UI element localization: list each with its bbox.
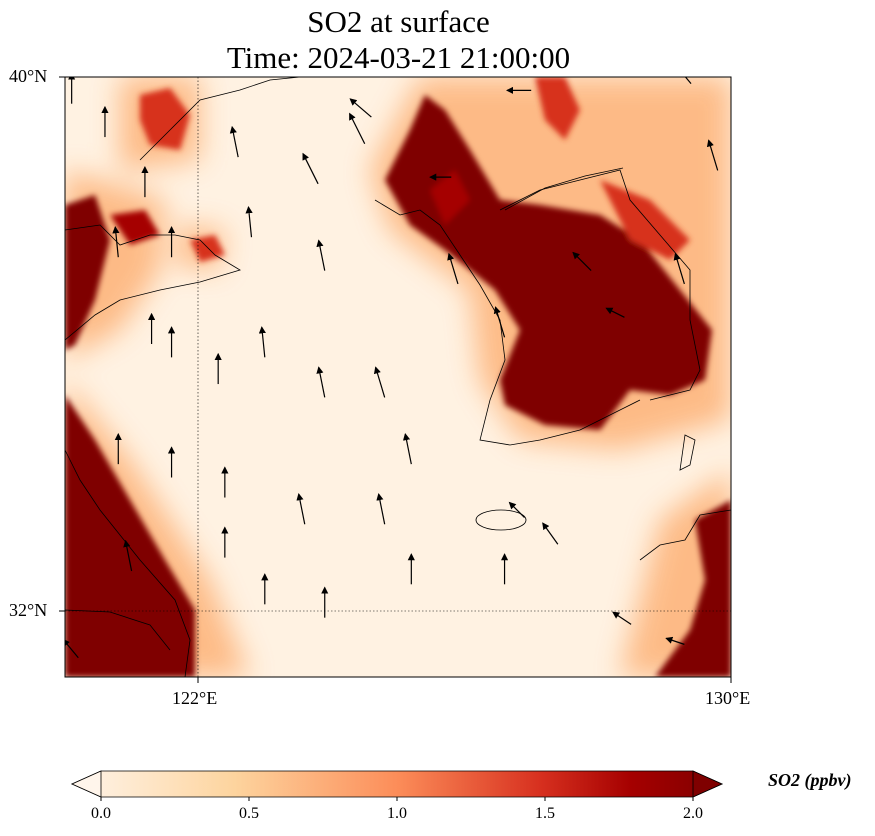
lon-label-122e: 122°E [172,688,218,708]
wind-arrow [349,112,366,145]
lon-label-130e: 130°E [705,688,751,708]
map-frame [64,76,732,678]
wind-arrow [665,636,685,645]
wind-arrow [373,366,386,398]
wind-arrow [349,98,372,118]
wind-arrow [673,252,685,285]
wind-arrow [229,125,239,158]
colorbar-tick: 0.0 [91,805,111,822]
high-so2-regions [65,77,731,677]
lat-label-32n: 32°N [9,600,48,620]
wind-arrow [493,306,506,338]
colorbar [71,770,723,798]
wind-arrow [296,493,306,525]
lat-label-40n: 40°N [9,66,48,86]
colorbar-label: SO2 (ppbv) [768,770,852,790]
so2-field [65,77,731,677]
wind-arrow [706,139,719,171]
wind-arrow [447,252,459,285]
wind-arrow [316,239,326,271]
wind-arrow [316,366,326,398]
wind-arrow [376,493,386,525]
colorbar-tick: 1.5 [535,805,555,822]
wind-arrow [112,226,120,258]
wind-arrow [542,522,559,545]
map-time: Time: 2024-03-21 21:00:00 [226,40,571,75]
coastlines [65,77,731,677]
wind-vectors [65,77,719,659]
wind-arrow [684,77,692,85]
wind-arrow [402,432,412,465]
wind-arrow [572,251,592,271]
wind-arrow [605,307,625,318]
wind-arrow [302,152,319,185]
gridlines [65,77,731,677]
wind-arrow [65,638,79,659]
wind-arrow [245,206,253,238]
map-title: SO2 at surface [307,4,490,39]
wind-arrow [258,326,266,358]
wind-arrow [123,539,133,572]
colorbar-tick: 1.0 [387,805,407,822]
wind-arrow [612,611,632,625]
wind-arrow [508,501,525,518]
colorbar-tick: 2.0 [683,805,703,822]
colorbar-tick: 0.5 [239,805,259,822]
